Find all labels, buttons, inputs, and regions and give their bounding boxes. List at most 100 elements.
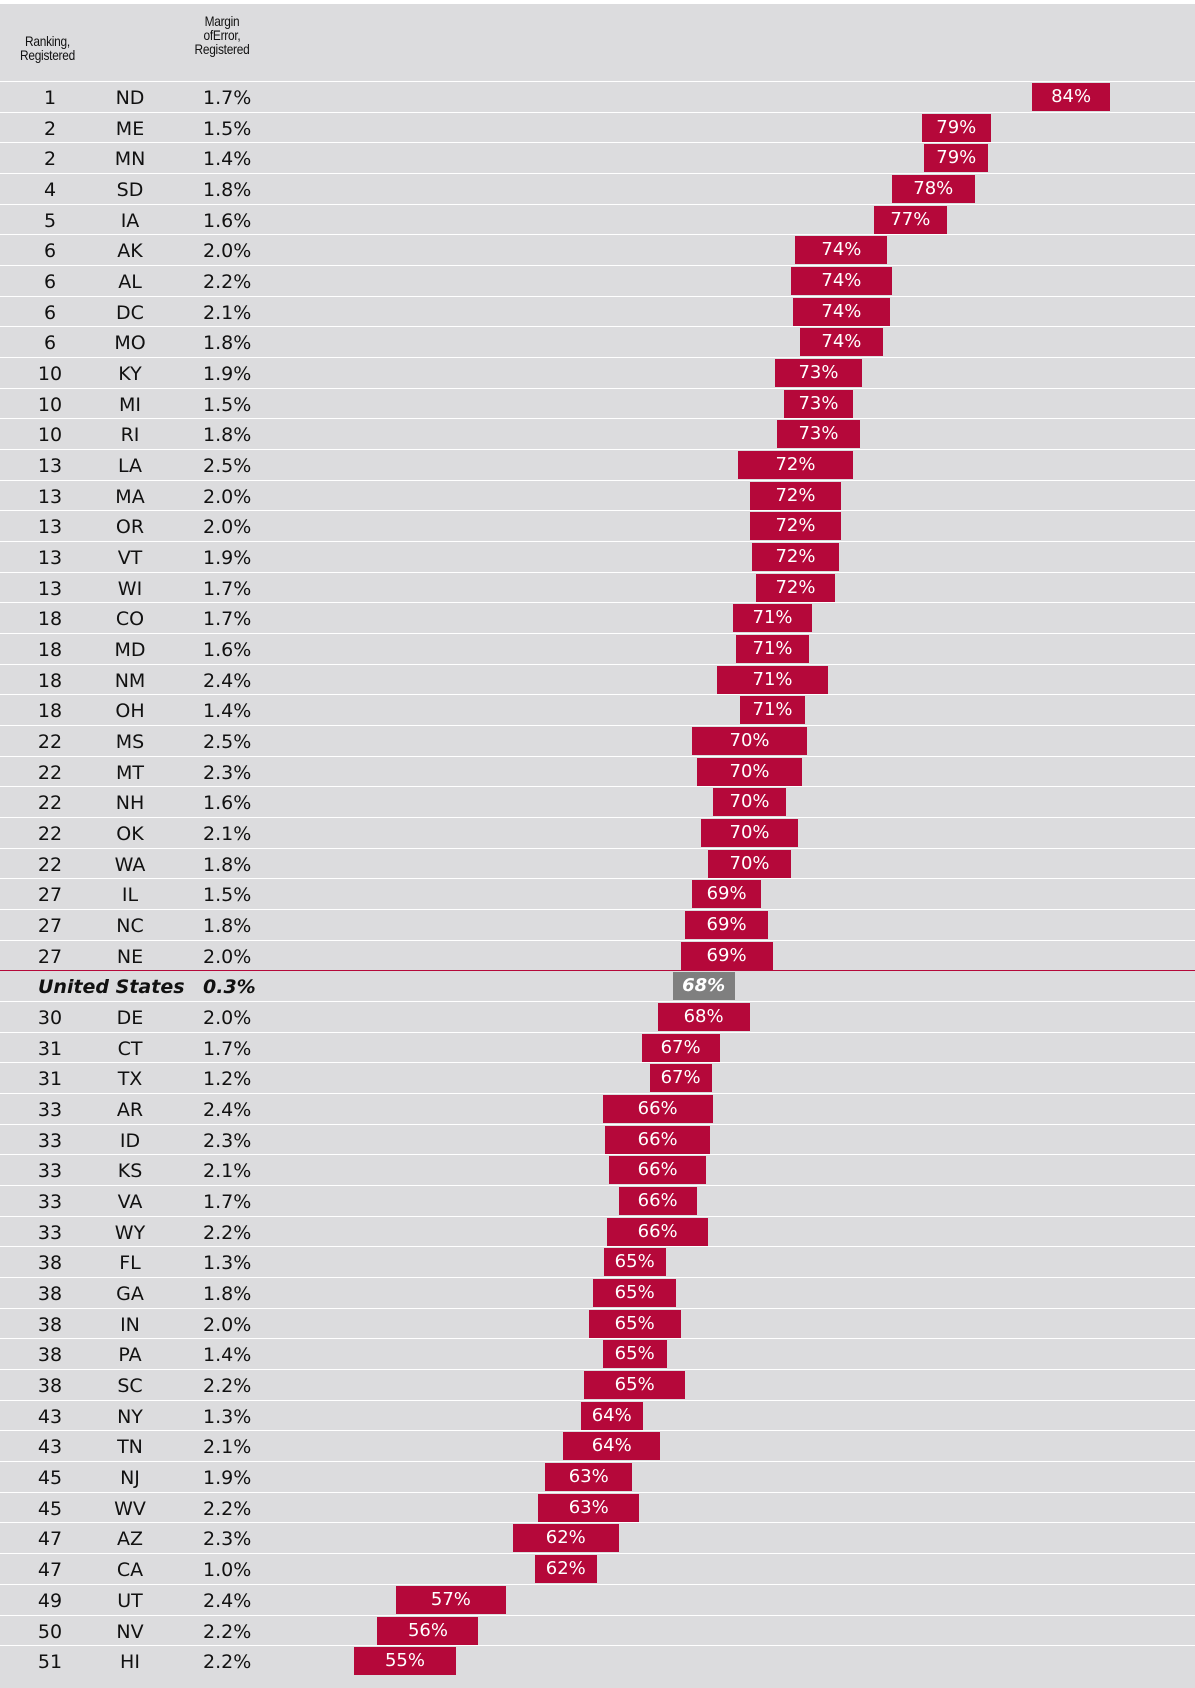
row: 18 OH 1.4% 71% — [0, 694, 1195, 725]
margin: 2.2% — [203, 1497, 252, 1520]
row: 5 IA 1.6% 77% — [0, 203, 1195, 235]
row: 22 MS 2.5% 70% — [0, 725, 1195, 756]
margin: 1.7% — [203, 1191, 252, 1214]
range-bar — [873, 205, 948, 234]
value-label: 66% — [637, 1159, 678, 1181]
rank: 10 — [37, 424, 63, 447]
state: CT — [117, 1037, 143, 1060]
state: NJ — [120, 1467, 140, 1490]
state: MI — [119, 393, 141, 416]
range-bar — [696, 757, 803, 786]
row: 6 MO 1.8% 74% — [0, 326, 1195, 357]
margin: 1.7% — [203, 577, 252, 600]
rank: 31 — [37, 1068, 63, 1091]
state: LA — [117, 455, 143, 478]
range-bar — [793, 297, 890, 326]
rank: 38 — [37, 1283, 63, 1306]
range-bar — [604, 1125, 711, 1154]
value-label: 65% — [614, 1312, 655, 1334]
row: 38 FL 1.3% 65% — [0, 1246, 1195, 1277]
state: IN — [120, 1313, 140, 1336]
rank: 38 — [37, 1313, 63, 1336]
margin: 1.6% — [203, 639, 252, 662]
margin: 2.1% — [203, 301, 252, 324]
value-label: 65% — [614, 1282, 655, 1304]
row: 50 NV 2.2% 56% — [0, 1614, 1195, 1646]
margin: 1.2% — [203, 1068, 252, 1091]
state: CA — [116, 1559, 144, 1582]
range-bar — [751, 543, 840, 572]
highlight-rule — [0, 970, 1195, 972]
rank: 18 — [37, 608, 63, 631]
rank: 38 — [37, 1375, 63, 1398]
rank: 10 — [37, 363, 63, 386]
state: MN — [114, 148, 146, 171]
row: 31 TX 1.2% 67% — [0, 1062, 1195, 1093]
margin: 2.2% — [203, 1620, 252, 1643]
row: 51 HI 2.2% 55% — [0, 1645, 1195, 1676]
range-bar — [921, 113, 991, 142]
state: NE — [116, 945, 144, 968]
margin: 1.4% — [203, 1344, 252, 1367]
rank: 33 — [37, 1160, 63, 1183]
range-bar — [680, 941, 773, 970]
range-bar — [685, 911, 768, 940]
row: 45 WV 2.2% 63% — [0, 1491, 1195, 1523]
margin: 2.3% — [203, 1528, 252, 1551]
value-label: 72% — [775, 484, 816, 506]
row: 43 TN 2.1% 64% — [0, 1430, 1195, 1461]
value-label: 71% — [752, 638, 793, 660]
range-bar — [641, 1033, 720, 1062]
value-label: 62% — [545, 1558, 586, 1580]
row: 13 OR 2.0% 72% — [0, 510, 1195, 541]
margin: 1.8% — [203, 424, 252, 447]
value-label: 70% — [729, 822, 770, 844]
row: 38 IN 2.0% 65% — [0, 1307, 1195, 1339]
margin: 1.3% — [203, 1252, 252, 1275]
rank: 13 — [37, 455, 63, 478]
rank: 22 — [37, 823, 63, 846]
state: United States — [38, 976, 185, 999]
row: 45 NJ 1.9% 63% — [0, 1461, 1195, 1492]
range-bar — [607, 1217, 709, 1246]
state: OR — [115, 516, 145, 539]
margin: 2.3% — [203, 1129, 252, 1152]
margin: 1.9% — [203, 363, 252, 386]
value-label: 74% — [821, 239, 862, 261]
value-label: 73% — [798, 423, 839, 445]
state: OH — [115, 700, 145, 723]
value-label: 74% — [821, 300, 862, 322]
row: 2 ME 1.5% 79% — [0, 111, 1195, 143]
rank: 45 — [37, 1497, 63, 1520]
value-label: 67% — [660, 1067, 701, 1089]
value-label: 71% — [752, 668, 793, 690]
state: MT — [116, 761, 144, 784]
rank: 6 — [43, 240, 57, 263]
row: 18 MD 1.6% 71% — [0, 633, 1195, 664]
value-label: 70% — [729, 760, 770, 782]
row: 18 NM 2.4% 71% — [0, 663, 1195, 695]
margin: 1.6% — [203, 792, 252, 815]
range-bar — [588, 1309, 681, 1338]
value-label: 74% — [821, 331, 862, 353]
value-label: 66% — [637, 1220, 678, 1242]
row: 10 RI 1.8% 73% — [0, 418, 1195, 449]
row: 6 AL 2.2% 74% — [0, 265, 1195, 296]
value-label: 69% — [706, 883, 747, 905]
margin: 1.4% — [203, 148, 252, 171]
margin: 1.8% — [203, 1283, 252, 1306]
range-bar — [738, 451, 853, 480]
range-bar — [712, 788, 787, 817]
row: 33 KS 2.1% 66% — [0, 1154, 1195, 1185]
margin: 1.4% — [203, 700, 252, 723]
range-bar — [784, 389, 853, 418]
value-label: 72% — [775, 515, 816, 537]
state: AK — [117, 240, 143, 263]
value-label: 56% — [407, 1619, 448, 1641]
state: PA — [118, 1344, 142, 1367]
state: DC — [116, 301, 144, 324]
rank: 5 — [43, 209, 57, 232]
margin: 2.3% — [203, 761, 252, 784]
margin: 1.0% — [203, 1559, 252, 1582]
state: MD — [114, 639, 146, 662]
